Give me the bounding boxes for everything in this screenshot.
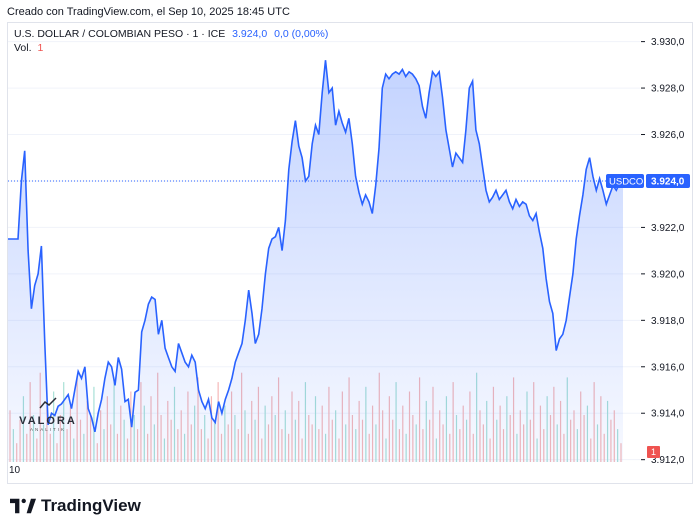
tradingview-wordmark: TradingView xyxy=(41,496,141,515)
price-area xyxy=(8,60,623,462)
y-tick-label: 3.928,0 xyxy=(651,84,685,95)
price-line xyxy=(8,60,624,432)
y-tick-label: 3.914,0 xyxy=(651,409,685,420)
symbol-legend: U.S. DOLLAR / COLOMBIAN PESO · 1 · ICE 3… xyxy=(14,28,328,40)
y-tick-label: 3.922,0 xyxy=(651,223,685,234)
tradingview-mark-icon xyxy=(10,498,36,514)
legend-price: 3.924,0 xyxy=(232,28,268,40)
valora-subtitle: ANALITIK xyxy=(29,427,66,432)
created-caption: Creado con TradingView.com, el Sep 10, 2… xyxy=(7,6,290,18)
last-price-value-box xyxy=(646,173,690,188)
last-price-value: 3.924,0 xyxy=(651,176,685,187)
legend-change: 0,0 (0,00%) xyxy=(274,28,329,40)
y-tick-label: 3.918,0 xyxy=(651,316,685,327)
x-tick-label: 10 xyxy=(9,465,21,476)
volume-badge: 1 xyxy=(647,446,660,458)
valora-name: VALORA xyxy=(19,415,77,427)
chart-frame xyxy=(7,22,693,484)
volume-label: Vol. xyxy=(14,42,32,54)
y-tick-label: 3.926,0 xyxy=(651,130,685,141)
volume-value: 1 xyxy=(37,42,44,54)
y-tick-label: 3.930,0 xyxy=(651,37,685,48)
y-tick-label: 3.912,0 xyxy=(651,455,685,466)
y-tick-label: 3.920,0 xyxy=(651,269,685,280)
last-price-label: USDCOP 3.924,0 xyxy=(606,173,690,188)
y-axis: 3.930,0 3.928,0 3.926,0 3.924,0 3.922,0 3.920… xyxy=(641,37,685,466)
symbol-name: U.S. DOLLAR / COLOMBIAN PESO · 1 · ICE xyxy=(14,28,226,40)
last-price-symbol-box xyxy=(606,173,644,188)
volume-legend: Vol. 1 xyxy=(14,42,43,54)
valora-watermark: VALORA ANALITIK xyxy=(18,396,78,432)
tradingview-logo[interactable]: TradingView xyxy=(10,496,141,516)
valora-chart-icon xyxy=(39,397,57,409)
y-tick-label: 3.916,0 xyxy=(651,362,685,373)
last-price-symbol: USDCOP xyxy=(609,176,650,187)
